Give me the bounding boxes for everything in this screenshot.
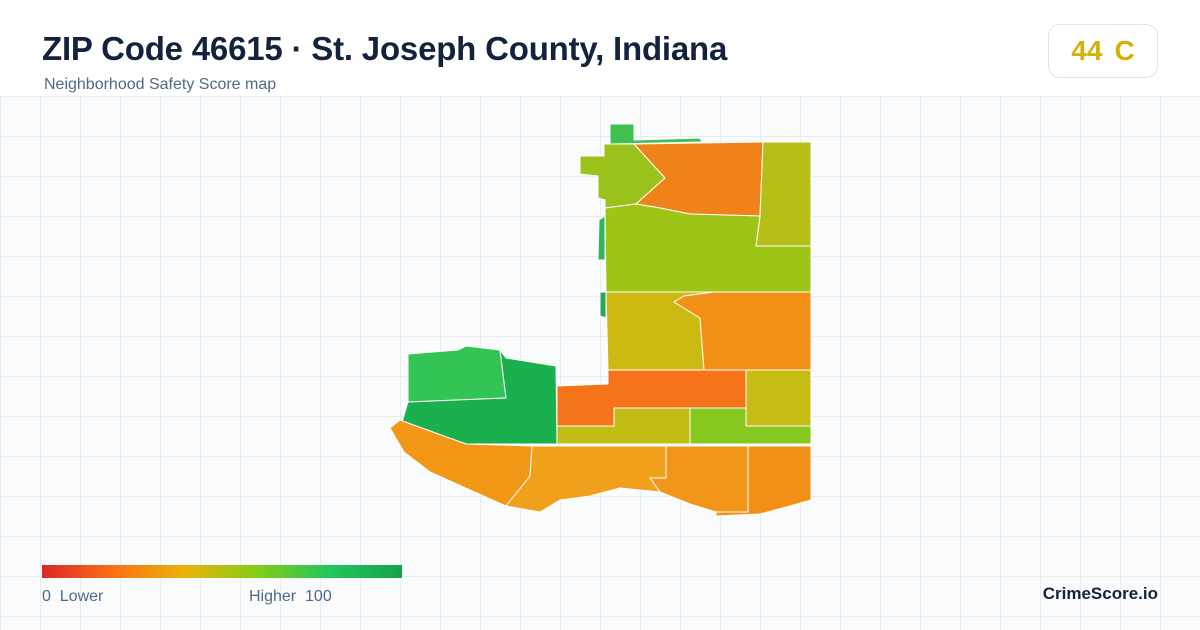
map-region-middle-right[interactable] [673, 291, 812, 371]
brand-logo-text: CrimeScore.io [1042, 584, 1158, 603]
page-title: ZIP Code 46615 · St. Joseph County, Indi… [42, 30, 728, 67]
map-region-center-right[interactable] [745, 369, 812, 427]
map-region-west-upper[interactable] [407, 345, 507, 403]
map-region-north-tab[interactable] [609, 123, 703, 145]
score-badge: 44 C [1048, 24, 1158, 78]
legend-high-label: Higher 100 [249, 588, 332, 605]
map-region-northeast-strip[interactable] [755, 141, 812, 247]
map-region-south-green[interactable] [689, 407, 812, 445]
map-region-south-east-b[interactable] [715, 445, 812, 517]
map-region-sliver-b[interactable] [599, 291, 607, 319]
legend-color-scale [42, 565, 402, 578]
map-region-sliver-a[interactable] [597, 215, 606, 261]
header: ZIP Code 46615 · St. Joseph County, Indi… [0, 0, 1200, 96]
legend-low-label: 0 Lower [42, 588, 104, 605]
page-subtitle: Neighborhood Safety Score map [44, 76, 277, 93]
score-value: 44 [1071, 35, 1103, 66]
score-grade: C [1114, 35, 1135, 66]
